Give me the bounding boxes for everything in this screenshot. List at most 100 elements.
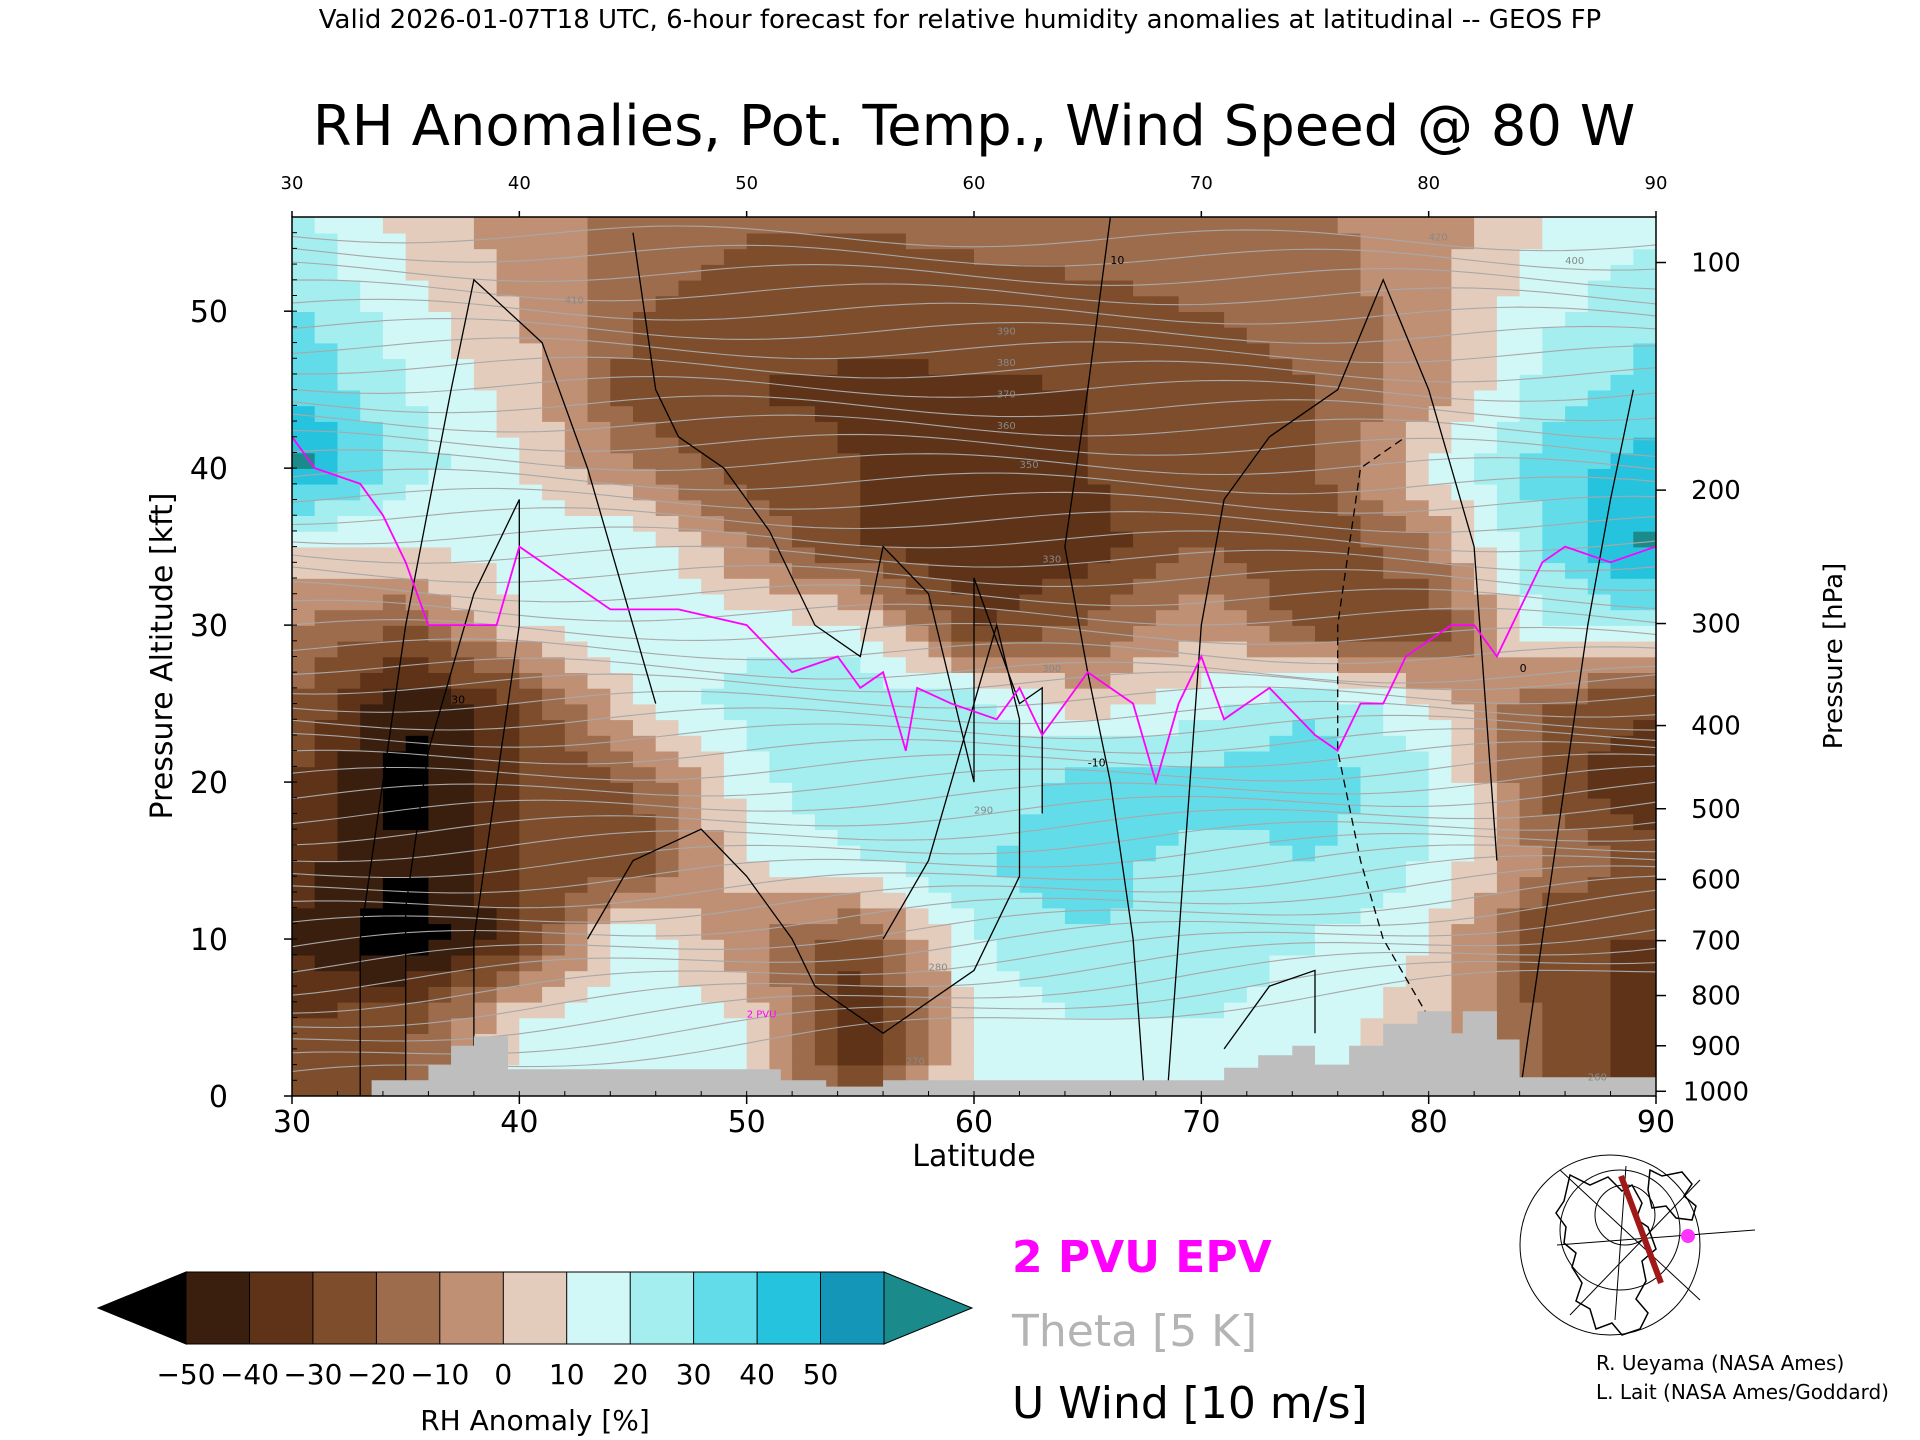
rh-cell [837,1033,862,1050]
rh-cell [1496,766,1521,783]
rh-cell [860,499,884,516]
rh-cell [1064,436,1089,454]
rh-cell [382,342,407,360]
rh-cell [1064,1064,1089,1082]
rh-cell [337,782,361,799]
rh-cell [382,829,407,846]
rh-cell [1428,907,1453,925]
rh-cell [1519,939,1544,956]
rh-cell [1383,609,1407,626]
rh-cell [1610,593,1634,611]
rh-cell [382,593,407,611]
rh-cell [792,358,816,375]
rh-cell [1383,452,1407,469]
rh-cell [746,672,771,689]
rh-cell [1587,703,1612,721]
rh-cell [337,939,361,956]
rh-cell [496,499,521,516]
rh-cell [587,248,611,265]
rh-cell [1633,1001,1656,1019]
rh-cell [1383,483,1407,501]
rh-cell [1519,546,1544,564]
rh-cell [542,248,566,265]
rh-cell [1496,782,1521,799]
theta-contour [292,225,1656,252]
rh-cell [473,876,498,893]
rh-cell [928,389,952,407]
rh-cell [1451,248,1475,265]
rh-cell [1428,986,1453,1003]
rh-cell [814,515,839,532]
rh-cell [1110,986,1134,1003]
contour-labels: 4204104003903803703603503303002902802702… [451,233,1607,1084]
rh-cell [1428,970,1453,987]
rh-cell [905,264,930,281]
rh-cell [1042,530,1066,548]
rh-cell [974,232,998,250]
rh-cell [996,326,1021,344]
rh-cell [1405,593,1430,611]
rh-cell [1269,436,1293,454]
rh-cell [1246,1017,1271,1034]
rh-cell [974,1001,998,1019]
rh-cell [928,782,952,799]
rh-cell [337,719,361,736]
rh-cell [314,625,339,642]
rh-cell [1201,954,1225,972]
rh-cell [996,295,1021,312]
rh-cell [1042,248,1066,265]
rh-cell [1542,829,1566,846]
rh-cell [723,578,748,595]
rh-cell [1269,279,1293,297]
rh-cell [1042,499,1066,516]
rh-cell [496,625,521,642]
rh-cell [723,389,748,407]
rh-cell [883,1048,907,1066]
rh-cell [1405,468,1430,485]
rh-cell [1587,1033,1612,1050]
rh-cell [1269,515,1293,532]
legend-epv: 2 PVU EPV [1012,1232,1272,1283]
rh-cell [1155,1017,1180,1034]
rh-cell [1496,326,1521,344]
rh-cell [678,515,702,532]
rh-cell [1110,609,1134,626]
rh-cell [746,860,771,878]
rh-cell [633,797,657,815]
rh-cell [428,782,452,799]
rh-cell [1565,389,1589,407]
rh-cell [860,844,884,862]
rh-cell [655,609,680,626]
rh-cell [1451,766,1475,783]
rh-cell [292,499,316,516]
colorbar-tick-label: 0 [494,1358,512,1391]
rh-cell [1155,421,1180,438]
rh-cell [1178,797,1203,815]
rh-cell [1383,546,1407,564]
rh-cell [723,829,748,846]
rh-cell [1633,640,1656,658]
rh-cell [382,405,407,422]
rh-cell [564,656,589,673]
rh-cell [1042,326,1066,344]
rh-cell [769,860,793,878]
rh-cell [769,829,793,846]
rh-cell [1133,342,1157,360]
rh-cell [1087,232,1112,250]
rh-cell [1269,342,1293,360]
rh-cell [1269,860,1293,878]
rh-cell [928,1001,952,1019]
rh-cell [1451,750,1475,768]
rh-cell [1292,829,1316,846]
rh-cell [1542,593,1566,611]
rh-cell [996,625,1021,642]
rh-cell [814,483,839,501]
rh-cell [837,719,862,736]
rh-cell [405,562,430,579]
rh-cell [678,735,702,752]
rh-cell [1474,797,1498,815]
rh-cell [473,813,498,830]
rh-cell [1474,860,1498,878]
rh-cell [974,1033,998,1050]
x-tick-label-top: 70 [1190,173,1213,194]
